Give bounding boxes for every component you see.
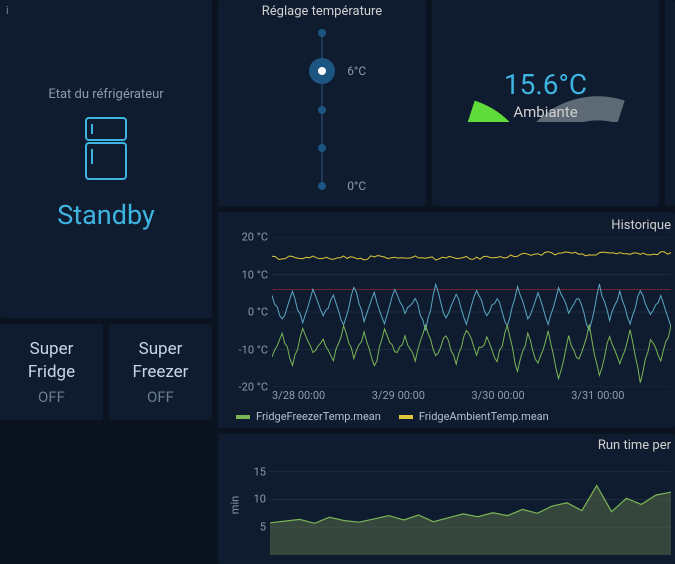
fridge-state-title: Etat du réfrigérateur: [48, 87, 163, 102]
temperature-setpoint-panel: Réglage température 6°C0°C: [218, 0, 426, 206]
ambient-gauge-panel: 15.6°C Ambiante: [432, 0, 659, 206]
legend-item[interactable]: FridgeAmbientTemp.mean: [399, 410, 549, 423]
legend-item[interactable]: FridgeFreezerTemp.mean: [236, 410, 381, 423]
fridge-status: Standby: [57, 199, 154, 231]
runtime-chart-panel: i Run time per min 51015: [218, 434, 675, 564]
history-yaxis: -20 °C-10 °C0 °C10 °C20 °C: [224, 237, 268, 387]
temperature-slider-thumb[interactable]: [309, 58, 335, 84]
history-xaxis: 3/28 00:003/29 00:003/30 00:003/31 00:00: [272, 389, 671, 402]
gauge-value: 15.6°C: [504, 68, 587, 101]
history-chart-title: Historique: [222, 218, 671, 233]
runtime-plot[interactable]: [270, 455, 671, 555]
runtime-yaxis: 51015: [230, 455, 266, 555]
temperature-slider[interactable]: 6°C0°C: [292, 27, 352, 192]
fridge-state-panel: Etat du réfrigérateur Standby: [0, 0, 212, 318]
history-chart-panel: Historique -20 °C-10 °C0 °C10 °C20 °C 3/…: [218, 212, 675, 428]
super-freezer-state: OFF: [147, 388, 174, 406]
gauge-label: Ambiante: [513, 103, 577, 121]
fridge-icon: [82, 116, 130, 181]
edge-panel-right: [665, 0, 675, 206]
super-fridge-button[interactable]: SuperFridge OFF: [0, 324, 103, 420]
super-freezer-button[interactable]: SuperFreezer OFF: [109, 324, 212, 420]
history-plot[interactable]: [272, 237, 671, 387]
history-legend: FridgeFreezerTemp.mean FridgeAmbientTemp.…: [236, 410, 671, 423]
super-fridge-state: OFF: [38, 388, 65, 406]
runtime-chart-title: Run time per: [222, 438, 671, 453]
temperature-setpoint-title: Réglage température: [262, 4, 382, 19]
